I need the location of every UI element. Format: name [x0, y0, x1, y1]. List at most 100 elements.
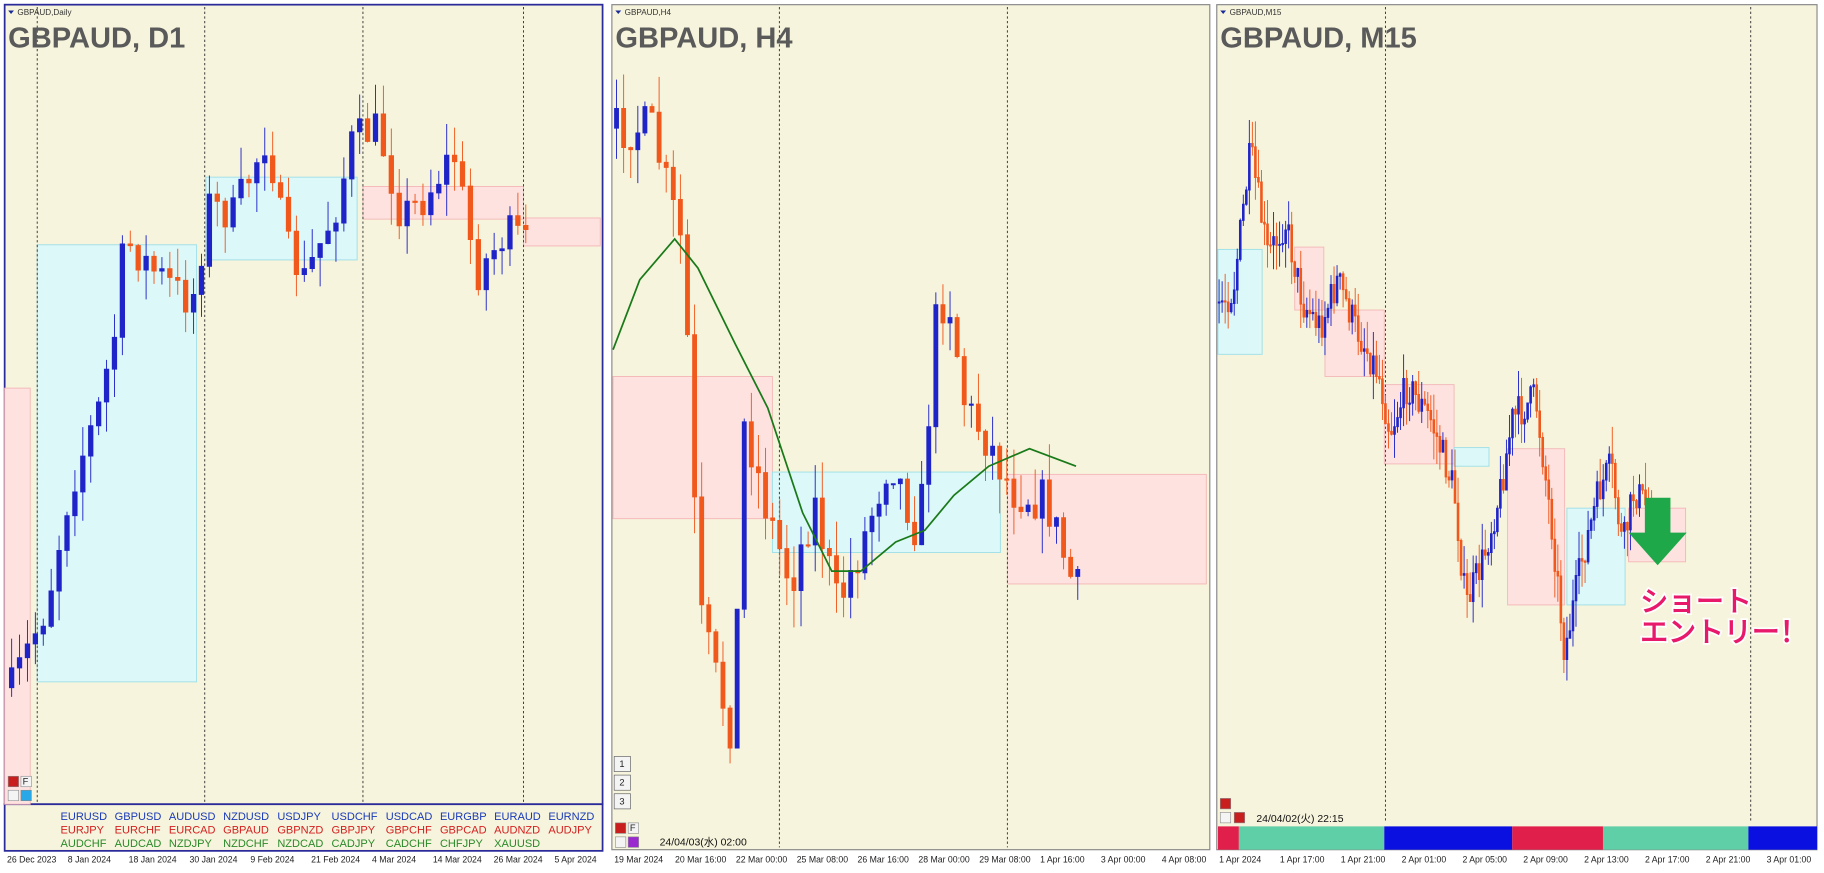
- symbol-button[interactable]: USDCAD: [386, 811, 433, 823]
- date-label: 4 Apr 08:00: [1162, 854, 1207, 864]
- signal-segment: [1602, 826, 1749, 850]
- zone: [1453, 447, 1490, 467]
- date-label: 1 Apr 2024: [1219, 854, 1261, 864]
- date-label: 26 Dec 2023: [7, 854, 57, 864]
- window-tab: GBPAUD,H4: [625, 8, 672, 17]
- symbol-button[interactable]: EURCHF: [115, 824, 161, 836]
- collapse-icon: [1220, 10, 1227, 14]
- date-label: 14 Mar 2024: [433, 854, 482, 864]
- down-arrow: [1628, 497, 1687, 566]
- zone: [1294, 246, 1325, 311]
- timestamp: 24/04/03(水) 02:00: [660, 836, 747, 848]
- date-label: 2 Apr 05:00: [1462, 854, 1507, 864]
- date-label: 4 Mar 2024: [372, 854, 416, 864]
- button: [615, 836, 627, 848]
- symbol-button[interactable]: NZDJPY: [169, 838, 213, 850]
- button[interactable]: [20, 775, 32, 788]
- nav-label: 2: [619, 778, 624, 788]
- symbol-button[interactable]: EURUSD: [60, 811, 107, 823]
- signal-segment: [1384, 826, 1513, 850]
- zone: [523, 217, 601, 247]
- symbol-button[interactable]: GBPUSD: [115, 811, 162, 823]
- date-label: 2 Apr 09:00: [1523, 854, 1568, 864]
- symbol-button[interactable]: AUDJPY: [548, 824, 592, 836]
- candles: [8, 74, 1653, 764]
- symbol-button[interactable]: NZDCHF: [223, 838, 269, 850]
- chart-title: GBPAUD, M15: [1220, 22, 1417, 54]
- symbol-button[interactable]: CHFJPY: [440, 838, 484, 850]
- button: [20, 789, 32, 802]
- date-label: 3 Apr 01:00: [1767, 854, 1812, 864]
- symbol-button[interactable]: EURJPY: [60, 824, 104, 836]
- ui: GBPAUD,Daily GBPAUD, D1 26 Dec 2023 8 Jan 2…: [7, 8, 1811, 865]
- date-label: 2 Apr 13:00: [1584, 854, 1629, 864]
- close-button: [615, 822, 627, 834]
- nav-label: 1: [619, 759, 624, 769]
- button-label: F: [23, 777, 29, 787]
- button: [1233, 812, 1245, 824]
- symbol-button[interactable]: NZDCAD: [277, 838, 323, 850]
- symbol-button[interactable]: AUDCHF: [60, 838, 106, 850]
- symbol-button[interactable]: EURGBP: [440, 811, 487, 823]
- symbol-button[interactable]: EURAUD: [494, 811, 541, 823]
- date-label: 1 Apr 16:00: [1040, 854, 1085, 864]
- moving-average: [612, 237, 1077, 572]
- bear-candles: [127, 85, 529, 333]
- symbol-button[interactable]: USDJPY: [277, 811, 321, 823]
- date-label: 30 Jan 2024: [189, 854, 237, 864]
- signal-segment: [1512, 826, 1603, 850]
- signal-segment: [1238, 826, 1385, 850]
- date-label: 19 Mar 2024: [614, 854, 663, 864]
- date-label: 29 Mar 08:00: [979, 854, 1030, 864]
- chart-window: [1216, 4, 1818, 851]
- symbol-button[interactable]: AUDNZD: [494, 824, 540, 836]
- date-label: 8 Jan 2024: [68, 854, 111, 864]
- date-label: 26 Mar 16:00: [858, 854, 909, 864]
- bear-candles: [1223, 121, 1653, 673]
- symbol-button[interactable]: GBPCHF: [386, 824, 432, 836]
- symbol-button[interactable]: NZDUSD: [223, 811, 269, 823]
- nav-button[interactable]: [613, 756, 631, 772]
- date-label: 2 Apr 17:00: [1645, 854, 1690, 864]
- symbol-button[interactable]: USDCHF: [332, 811, 378, 823]
- collapse-icon: [8, 10, 14, 14]
- symbol-panel: [3, 803, 604, 852]
- zone: [362, 186, 524, 220]
- timestamp: 24/04/02(火) 22:15: [1256, 813, 1343, 825]
- date-label: 28 Mar 00:00: [918, 854, 969, 864]
- chart-title: GBPAUD, D1: [8, 22, 185, 54]
- date-label: 26 Mar 2024: [494, 854, 543, 864]
- date-label: 18 Jan 2024: [129, 854, 177, 864]
- symbol-button[interactable]: EURCAD: [169, 824, 216, 836]
- button-label: F: [630, 823, 636, 833]
- date-label: 2 Apr 01:00: [1402, 854, 1447, 864]
- zone: [4, 387, 31, 805]
- bull-candles: [614, 79, 1081, 749]
- symbol-button[interactable]: XAUUSD: [494, 838, 540, 850]
- date-label: 20 Mar 16:00: [675, 854, 726, 864]
- button: [1219, 812, 1232, 824]
- button: [627, 836, 639, 848]
- button: [7, 789, 19, 802]
- signal-segment: [1217, 826, 1239, 850]
- symbol-button[interactable]: CADJPY: [332, 838, 376, 850]
- bull-candles: [8, 84, 513, 697]
- symbol-button[interactable]: AUDUSD: [169, 811, 216, 823]
- symbol-button[interactable]: GBPJPY: [332, 824, 376, 836]
- zone: [36, 244, 198, 683]
- date-label: 5 Apr 2024: [555, 854, 597, 864]
- symbol-button[interactable]: GBPNZD: [277, 824, 323, 836]
- symbol-button[interactable]: EURNZD: [548, 811, 594, 823]
- bear-candles: [621, 74, 1074, 764]
- symbol-button[interactable]: GBPCAD: [440, 824, 487, 836]
- zone: [1507, 448, 1566, 606]
- date-label: 1 Apr 21:00: [1341, 854, 1386, 864]
- date-label: 9 Feb 2024: [250, 854, 294, 864]
- button[interactable]: [627, 822, 639, 834]
- symbol-button[interactable]: AUDCAD: [115, 838, 162, 850]
- nav-button[interactable]: [613, 793, 631, 810]
- symbol-button[interactable]: GBPAUD: [223, 824, 269, 836]
- nav-button[interactable]: [613, 774, 631, 791]
- symbol-button[interactable]: CADCHF: [386, 838, 432, 850]
